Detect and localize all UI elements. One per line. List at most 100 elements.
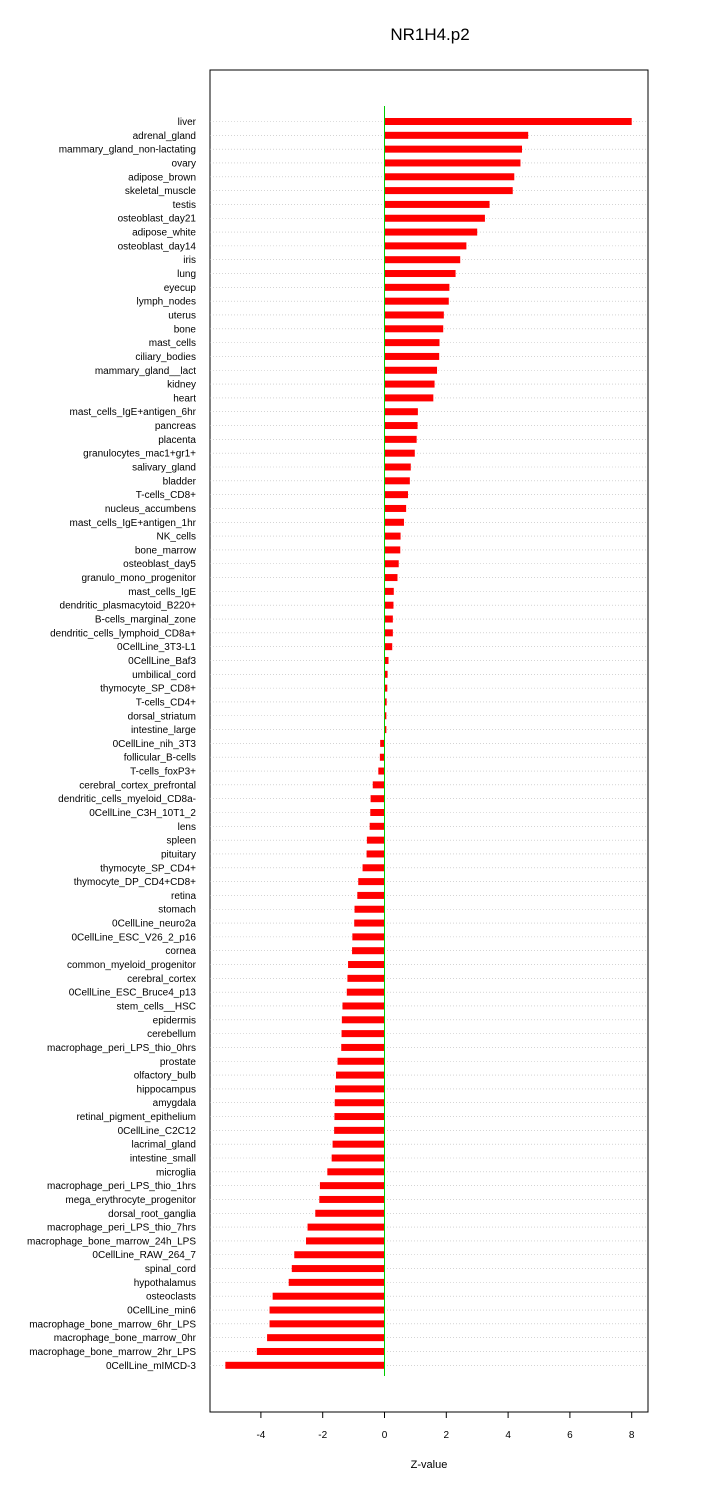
bar [384,228,478,236]
bar [225,1361,385,1369]
category-label: stomach [158,905,196,916]
bar [384,200,490,208]
bar [357,891,385,899]
category-label: dendritic_cells_lymphoid_CD8a+ [50,628,196,639]
x-tick-label: 2 [444,1430,450,1441]
bar [256,1347,385,1355]
category-label: kidney [167,380,196,391]
category-label: hypothalamus [134,1278,196,1289]
category-label: NK_cells [157,532,196,543]
category-label: ciliary_bodies [135,352,196,363]
category-label: osteoclasts [146,1292,196,1303]
bar [384,422,418,430]
bar [378,767,385,775]
bar [384,339,440,347]
category-label: 0CellLine_ESC_V26_2_p16 [71,932,196,943]
category-label: dendritic_plasmacytoid_B220+ [60,601,197,612]
bar [384,546,401,554]
bar [384,159,521,167]
bar [384,518,404,526]
bar [384,574,398,582]
bar [384,698,387,706]
bar [354,919,385,927]
bar [384,187,513,195]
bar [366,850,385,858]
category-label: eyecup [164,283,197,294]
category-label: dorsal_striatum [128,711,196,722]
category-label: T-cells_CD4+ [136,697,196,708]
bar [384,463,411,471]
bar [384,311,444,319]
plot-frame [209,69,649,1413]
bar [341,1030,385,1038]
category-label: heart [173,393,196,404]
x-tick-label: 0 [382,1430,388,1441]
category-label: pancreas [155,421,196,432]
bar [347,974,385,982]
bar [384,366,438,374]
category-label: macrophage_bone_marrow_6hr_LPS [29,1319,196,1330]
bar [341,1016,385,1024]
bar [384,270,456,278]
bar [319,1182,385,1190]
bar [384,726,387,734]
bar [331,1154,385,1162]
bar [269,1306,385,1314]
category-label: lymph_nodes [137,297,196,308]
bar [269,1320,385,1328]
bar [384,214,485,222]
category-label: macrophage_peri_LPS_thio_1hrs [47,1181,196,1192]
category-label: retinal_pigment_epithelium [76,1112,196,1123]
category-label: 0CellLine_min6 [127,1306,196,1317]
bar [384,449,415,457]
category-label: cerebral_cortex_prefrontal [79,780,196,791]
category-label: 0CellLine_Baf3 [128,656,196,667]
bar [315,1209,385,1217]
category-label: macrophage_bone_marrow_2hr_LPS [29,1347,196,1358]
category-label: cerebral_cortex [127,974,196,985]
category-label: B-cells_marginal_zone [95,615,197,626]
bar [384,643,393,651]
bar [384,601,394,609]
bar [335,1071,385,1079]
bar [384,504,407,512]
category-label: salivary_gland [132,463,196,474]
bar [384,380,435,388]
category-label: spinal_cord [145,1264,196,1275]
bar [370,809,385,816]
category-label: thymocyte_SP_CD4+ [100,863,196,874]
bar [384,670,388,678]
category-label: olfactory_bulb [134,1071,197,1082]
category-label: thymocyte_DP_CD4+CD8+ [74,877,196,888]
category-label: 0CellLine_ESC_Bruce4_p13 [69,988,197,999]
category-label: epidermis [153,1015,196,1026]
category-label: uterus [168,310,196,321]
bar [384,477,410,485]
bar [384,283,450,291]
category-label: hippocampus [137,1084,196,1095]
category-label: intestine_large [131,725,196,736]
bar [384,491,408,499]
category-labels: liver adrenal_gland mammary_gland_non-lact… [27,117,197,1372]
bar [335,1085,385,1093]
bar [384,145,523,153]
category-label: macrophage_peri_LPS_thio_7hrs [47,1223,196,1234]
category-label: nucleus_accumbens [105,504,196,515]
category-label: ovary [172,158,196,169]
bar [272,1292,385,1300]
bar [384,131,529,139]
category-label: follicular_B-cells [124,753,196,764]
bar [369,822,385,830]
category-label: mast_cells_IgE+antigen_1hr [70,518,197,529]
bar [384,256,461,264]
category-label: 0CellLine_nih_3T3 [113,739,197,750]
category-label: intestine_small [130,1154,196,1165]
category-label: adipose_white [132,228,196,239]
category-label: 0CellLine_C2C12 [118,1126,197,1137]
category-label: mast_cells_IgE+antigen_6hr [70,407,197,418]
bar [384,242,467,250]
bar [346,988,385,996]
bar [291,1265,385,1273]
bar [348,961,385,969]
